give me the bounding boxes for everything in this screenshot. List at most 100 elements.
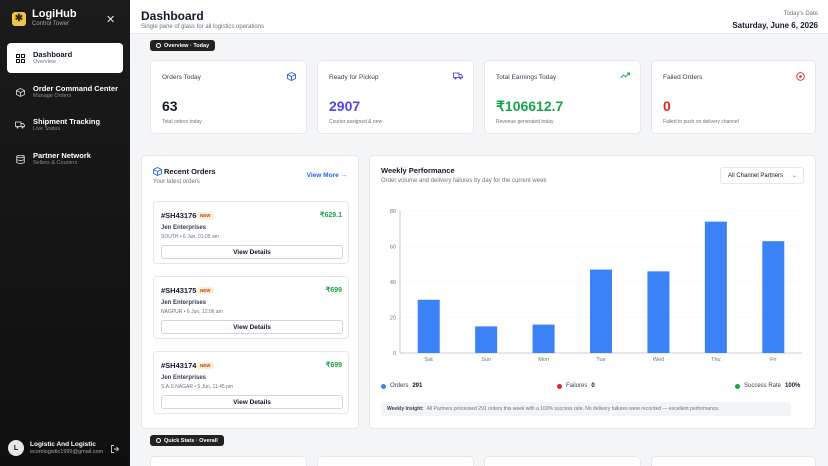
x-tick-label: Wed — [653, 357, 664, 363]
weekly-title: Weekly Performance — [381, 166, 455, 175]
legend-dot — [735, 383, 740, 389]
user-email: ecomlogistic1999@gmail.com — [30, 448, 104, 455]
sidebar-item-sub: Live Status — [33, 126, 61, 132]
user-profile[interactable]: L Logistic And Logistic ecomlogistic1999… — [8, 440, 103, 456]
bar-wed — [647, 271, 670, 353]
bar-thu — [704, 221, 727, 353]
order-amount: ₹629.1 — [320, 212, 342, 219]
overview-pill-label: Overview · Today — [164, 42, 210, 49]
quick-stats-pill: Quick Stats · Overall — [150, 435, 224, 446]
stat-card-total-earnings: Total Earnings Today ₹106612.7 Revenue g… — [484, 60, 641, 134]
stat-value: 63 — [162, 98, 178, 114]
legend-label: Failures — [566, 383, 588, 389]
stat-card-ready-for-pickup: Ready for Pickup 2907 Courier assigned &… — [317, 60, 474, 134]
x-tick-label: Mon — [538, 357, 549, 363]
order-customer: Jen Enterprises — [161, 375, 207, 381]
box-icon — [153, 166, 162, 178]
view-details-button[interactable]: View Details — [161, 320, 343, 334]
legend-dot — [557, 383, 562, 389]
view-details-button[interactable]: View Details — [161, 395, 343, 409]
new-badge: NEW — [197, 287, 214, 294]
chevron-down-icon: ⌄ — [791, 173, 797, 179]
stat-desc: Failed to push on delivery channel — [663, 119, 739, 125]
view-more-link[interactable]: View More → — [306, 172, 347, 179]
logout-icon[interactable] — [111, 445, 120, 455]
weekly-subtitle: Order volume and delivery failures by da… — [381, 178, 547, 184]
legend-orders: Orders 291 — [381, 383, 422, 389]
truck-icon — [453, 72, 463, 82]
sidebar-item-sub: Overview — [33, 59, 56, 65]
grid-icon — [15, 53, 25, 63]
channel-partner-select[interactable]: All Channel Partners ⌄ — [720, 167, 804, 184]
brand: ✱ LogiHub Control Tower — [12, 9, 77, 28]
close-icon[interactable]: ✕ — [106, 14, 116, 26]
order-customer: Jen Enterprises — [161, 300, 207, 306]
stat-title: Total Earnings Today — [496, 74, 557, 81]
sidebar-item-partner-network[interactable]: Partner Network Sellers & Couriers — [7, 144, 123, 174]
legend-value: 291 — [412, 383, 423, 389]
sidebar-item-sub: Sellers & Couriers — [33, 160, 78, 166]
page-subtitle: Single pane of glass for all logistics o… — [141, 24, 265, 30]
x-tick-label: Fri — [770, 357, 776, 363]
y-tick-label: 0 — [393, 351, 396, 357]
sidebar-item-shipment-tracking[interactable]: Shipment Tracking Live Status — [7, 110, 123, 140]
recent-orders-subtitle: Your latest orders — [153, 179, 200, 185]
recent-orders-card: Recent Orders Your latest orders View Mo… — [141, 155, 359, 429]
sidebar: ✱ LogiHub Control Tower ✕ Dashboard Over… — [0, 0, 130, 466]
avatar: L — [8, 440, 24, 456]
stat-title: Orders Today — [162, 74, 201, 81]
stat-card-failed-orders: Failed Orders 0 Failed to push on delive… — [651, 60, 816, 134]
order-meta: SOUTH • 6 Jun, 01:05 am — [161, 234, 219, 240]
y-tick-label: 80 — [390, 209, 396, 215]
trend-up-icon — [620, 72, 630, 81]
stat-value: 0 — [663, 98, 671, 114]
brand-subtitle: Control Tower — [32, 21, 69, 27]
sidebar-item-label: Shipment Tracking — [33, 117, 101, 126]
quick-stat-card — [651, 456, 816, 466]
x-tick-label: Tue — [596, 357, 605, 363]
date-label: Today's Date — [783, 11, 819, 17]
box-icon — [287, 71, 296, 83]
sidebar-item-label: Dashboard — [33, 50, 73, 59]
current-date: Saturday, June 6, 2026 — [732, 21, 818, 30]
new-badge: NEW — [197, 212, 214, 219]
x-tick-label: Sun — [481, 357, 491, 363]
y-tick-label: 20 — [390, 316, 396, 322]
order-amount: ₹699 — [325, 362, 342, 369]
insight-text: All Partners processed 291 orders this w… — [426, 406, 720, 412]
order-amount: ₹699 — [325, 287, 342, 294]
database-icon — [15, 154, 25, 164]
logo-icon: ✱ — [12, 11, 26, 26]
alert-icon — [796, 72, 805, 83]
weekly-performance-card: Weekly Performance Order volume and deli… — [369, 155, 816, 429]
overview-pill: Overview · Today — [150, 40, 216, 51]
stat-title: Ready for Pickup — [329, 74, 379, 81]
order-id: #SH43174 — [161, 361, 197, 370]
clock-icon — [156, 43, 161, 48]
legend-value: 0 — [591, 383, 595, 389]
x-tick-label: Thu — [711, 357, 720, 363]
page-title: Dashboard — [141, 9, 204, 23]
legend-failures: Failures 0 — [557, 383, 595, 389]
sidebar-item-dashboard[interactable]: Dashboard Overview — [7, 43, 123, 73]
clock-icon — [156, 438, 161, 443]
stat-desc: Revenue generated today — [496, 119, 554, 125]
bar-sat — [417, 299, 440, 353]
view-details-button[interactable]: View Details — [161, 245, 343, 259]
quick-stats-pill-label: Quick Stats · Overall — [164, 437, 218, 444]
sidebar-item-order-command-center[interactable]: Order Command Center Manage Orders — [7, 77, 123, 107]
order-customer: Jen Enterprises — [161, 225, 207, 231]
sidebar-item-label: Partner Network — [33, 151, 91, 160]
truck-icon — [15, 120, 25, 130]
legend-label: Success Rate — [744, 383, 782, 389]
sidebar-item-label: Order Command Center — [33, 84, 119, 93]
box-icon — [15, 87, 25, 97]
bar-sun — [475, 326, 498, 353]
insight-label: Weekly Insight: — [387, 406, 424, 412]
order-meta: S.A.S NAGAR • 5 Jun, 11:45 pm — [161, 384, 233, 390]
legend-value: 100% — [785, 383, 801, 389]
y-tick-label: 40 — [390, 280, 396, 286]
legend-label: Orders — [390, 383, 409, 389]
channel-partner-value: All Channel Partners — [728, 172, 784, 179]
order-card: #SH43174 NEW ₹699 Jen Enterprises S.A.S … — [153, 351, 349, 414]
